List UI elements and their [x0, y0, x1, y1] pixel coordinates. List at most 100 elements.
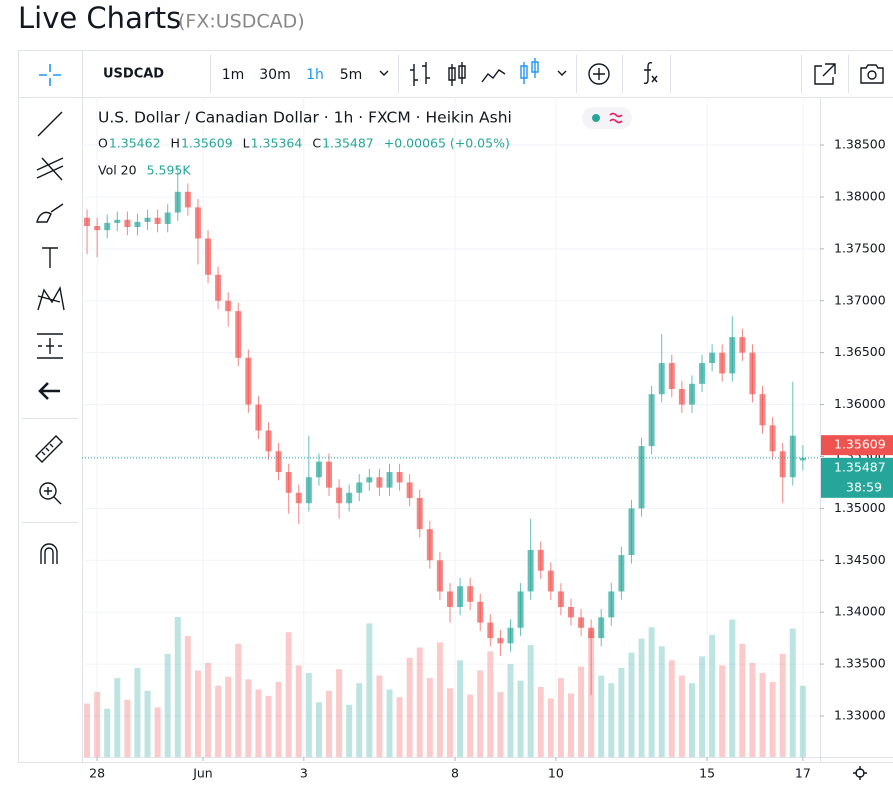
- volume-bar: [225, 676, 232, 757]
- interval-button[interactable]: 1m: [222, 67, 245, 83]
- fib-tool[interactable]: [36, 157, 64, 181]
- candle-body: [225, 300, 232, 312]
- interval-button[interactable]: 1h: [306, 67, 324, 83]
- x-tick-label: 10: [548, 766, 564, 781]
- candle-body: [477, 601, 484, 623]
- candle-body: [719, 352, 726, 374]
- candle-body: [709, 352, 716, 364]
- candle-body: [759, 394, 766, 426]
- status-dot: [592, 114, 600, 122]
- volume-bar: [94, 692, 101, 757]
- volume-bar: [769, 681, 776, 757]
- volume-bar: [648, 627, 655, 757]
- interval-button[interactable]: 5m: [340, 67, 363, 83]
- page-symbol: (FX:USDCAD): [178, 11, 305, 33]
- bars-icon[interactable]: [410, 62, 430, 86]
- symbol-button[interactable]: USDCAD: [103, 67, 164, 82]
- candle-body: [547, 570, 554, 592]
- y-tick-label: 1.36500: [834, 344, 886, 359]
- volume-bar: [326, 690, 333, 757]
- y-tick-label: 1.36000: [834, 396, 886, 411]
- snapshot-icon[interactable]: [860, 64, 884, 84]
- candle-body: [789, 435, 796, 478]
- volume-bar: [628, 652, 635, 757]
- back-tool[interactable]: [38, 382, 60, 400]
- text-tool[interactable]: [42, 247, 58, 268]
- magnet-tool[interactable]: [40, 543, 58, 564]
- candle-body: [144, 217, 151, 222]
- candle-body: [446, 591, 453, 607]
- candle-body: [739, 337, 746, 353]
- volume-bar: [739, 643, 746, 757]
- left-toolbar: [22, 64, 78, 564]
- share-icon[interactable]: [814, 63, 836, 85]
- ruler-tool[interactable]: [35, 435, 63, 463]
- y-tick-label: 1.33000: [834, 707, 886, 722]
- settings-icon[interactable]: [853, 766, 867, 780]
- ohlc-value: 1.35364: [251, 136, 303, 151]
- candle-body: [205, 238, 212, 275]
- volume-bar: [467, 694, 474, 757]
- candle-body: [184, 191, 191, 208]
- candle-body: [164, 212, 171, 224]
- candle-body: [326, 461, 333, 488]
- volume-bar: [719, 665, 726, 757]
- candle-body: [235, 311, 242, 358]
- ohlc-key: O: [98, 136, 108, 151]
- candle-body: [799, 457, 806, 461]
- volume-bar: [457, 660, 464, 757]
- compare-icon[interactable]: [588, 63, 610, 85]
- heikin-icon[interactable]: [520, 58, 539, 84]
- candle-body: [658, 363, 665, 395]
- volume-bar: [446, 688, 453, 757]
- high-price-label: 1.35609: [834, 437, 886, 452]
- volume-bar: [205, 662, 212, 757]
- volume-bar: [285, 632, 292, 757]
- candle-body: [497, 638, 504, 644]
- candle-body: [396, 472, 403, 483]
- candle-body: [648, 394, 655, 447]
- brush-tool[interactable]: [36, 203, 64, 223]
- volume-bar: [124, 699, 131, 757]
- chart-title: U.S. Dollar / Canadian Dollar · 1h · FXC…: [98, 109, 512, 127]
- zoom-tool[interactable]: [39, 482, 57, 500]
- candle-body: [416, 498, 423, 530]
- candle-body: [688, 383, 695, 405]
- trend-line-tool[interactable]: [37, 111, 63, 137]
- zoom-plus: [44, 487, 62, 505]
- volume-bar: [84, 703, 91, 757]
- change: +0.00065 (+0.05%): [384, 136, 510, 151]
- volume-bar: [537, 687, 544, 757]
- volume-bar: [618, 667, 625, 757]
- y-tick-label: 1.35000: [834, 500, 886, 515]
- crosshair-tool[interactable]: [39, 64, 61, 86]
- candles-icon[interactable]: [448, 62, 466, 86]
- candle-body: [618, 555, 625, 592]
- volume-bar: [668, 660, 675, 757]
- x-tick-label: 15: [699, 766, 715, 781]
- y-tick-label: 1.38000: [834, 188, 886, 203]
- volume-bar: [678, 675, 685, 757]
- prediction-tool[interactable]: [37, 333, 63, 359]
- candle-body: [608, 591, 615, 618]
- area-icon[interactable]: [481, 69, 506, 83]
- volume-bar: [567, 693, 574, 757]
- candle-body: [315, 461, 322, 478]
- countdown: 38:59: [846, 479, 882, 494]
- x-tick-label: 17: [795, 766, 811, 781]
- interval-menu[interactable]: [379, 70, 389, 76]
- candle-body: [356, 482, 363, 493]
- chart-type-menu[interactable]: [557, 70, 567, 76]
- indicators-icon[interactable]: [643, 62, 658, 85]
- candle-body: [769, 425, 776, 452]
- candle-body: [467, 586, 474, 602]
- interval-button[interactable]: 30m: [259, 67, 290, 83]
- candle-body: [114, 219, 121, 223]
- volume-bar: [799, 685, 806, 757]
- candle-body: [84, 217, 91, 227]
- volume-bar: [789, 628, 796, 757]
- volume-bar: [688, 683, 695, 757]
- pattern-tool[interactable]: [37, 285, 65, 311]
- last-price-label: 1.35487: [834, 459, 886, 474]
- candle-body: [154, 217, 161, 224]
